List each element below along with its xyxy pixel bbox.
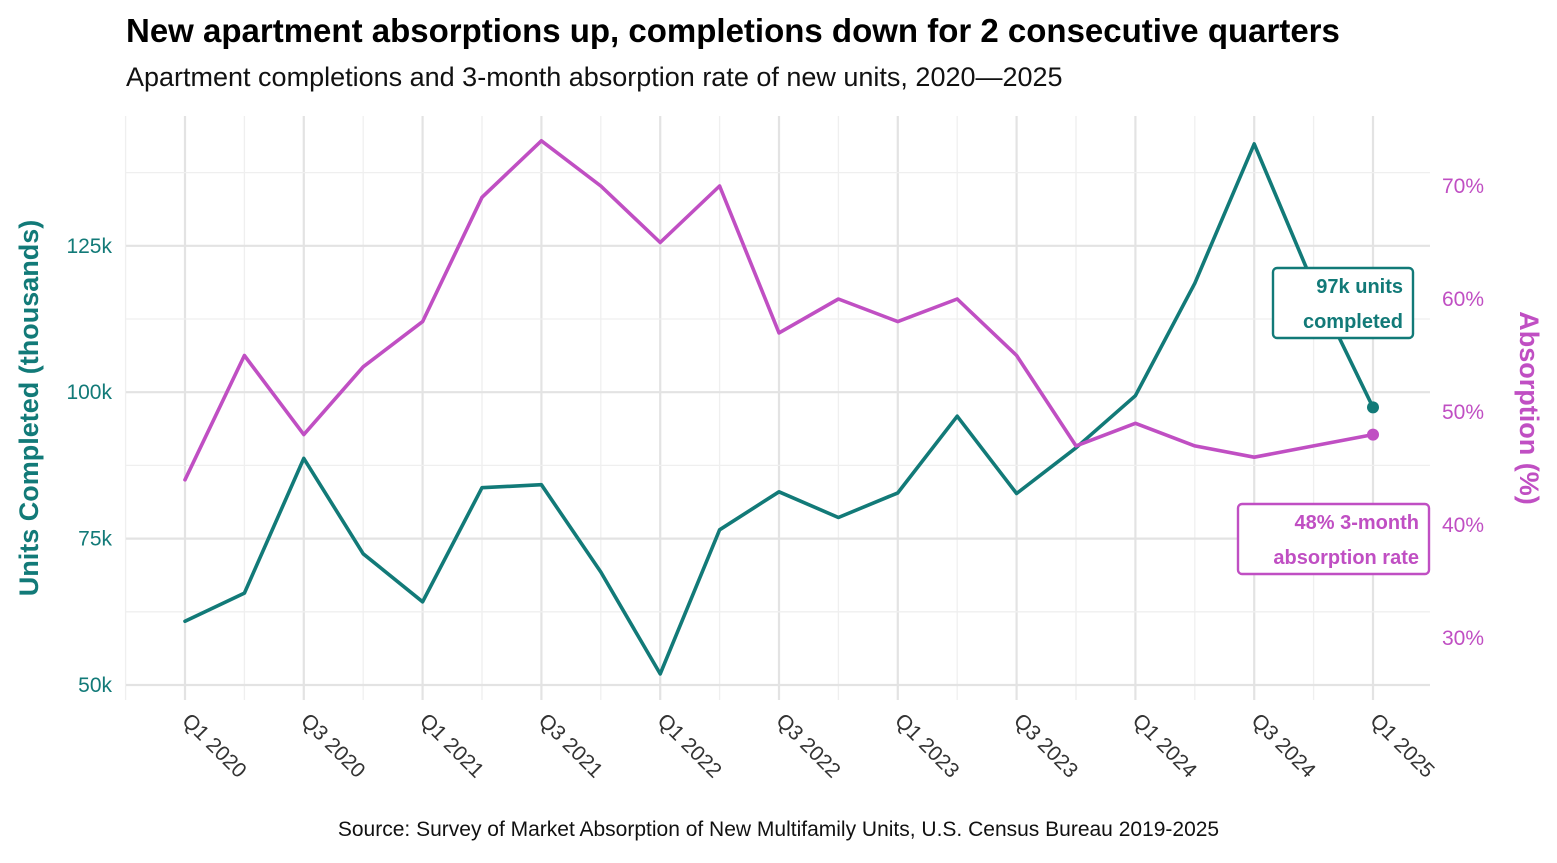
annotation-text-completions: 97k units bbox=[1316, 276, 1403, 298]
x-tick-label: Q1 2023 bbox=[890, 709, 963, 782]
x-tick-label: Q3 2020 bbox=[296, 709, 369, 782]
chart-caption: Source: Survey of Market Absorption of N… bbox=[337, 818, 1220, 841]
left-tick-label: 75k bbox=[78, 528, 112, 551]
right-tick-label: 70% bbox=[1442, 175, 1484, 198]
chart-subtitle: Apartment completions and 3-month absorp… bbox=[126, 62, 1063, 92]
x-tick-label: Q1 2024 bbox=[1128, 709, 1201, 782]
x-tick-label: Q1 2020 bbox=[177, 709, 250, 782]
annotation-box-absorption bbox=[1236, 502, 1431, 576]
right-tick-label: 60% bbox=[1442, 288, 1484, 311]
right-tick-label: 40% bbox=[1442, 514, 1484, 537]
series-line-completions bbox=[183, 142, 1375, 676]
left-tick-label: 50k bbox=[78, 674, 112, 697]
annotation-box-completions bbox=[1271, 266, 1415, 340]
left-axis-title: Units Completed (thousands) bbox=[14, 220, 44, 597]
x-tick-label: Q3 2021 bbox=[534, 709, 607, 782]
right-axis-title: Absorption (%) bbox=[1514, 311, 1544, 504]
x-tick-label: Q3 2022 bbox=[771, 709, 844, 782]
left-tick-label: 125k bbox=[66, 235, 112, 258]
chart-title: New apartment absorptions up, completion… bbox=[126, 12, 1340, 49]
annotation-text-completions: completed bbox=[1303, 311, 1403, 333]
end-point-completions bbox=[1367, 401, 1379, 414]
right-tick-label: 50% bbox=[1442, 401, 1484, 424]
annotation-text-absorption: absorption rate bbox=[1273, 547, 1419, 569]
series-line-absorption bbox=[183, 139, 1375, 482]
x-tick-label: Q3 2023 bbox=[1009, 709, 1082, 782]
right-tick-label: 30% bbox=[1442, 627, 1484, 650]
annotation-text-absorption: 48% 3-month bbox=[1295, 512, 1419, 534]
x-tick-label: Q1 2022 bbox=[653, 709, 726, 782]
x-tick-label: Q1 2025 bbox=[1365, 709, 1438, 782]
x-tick-label: Q3 2024 bbox=[1247, 709, 1320, 782]
x-tick-label: Q1 2021 bbox=[415, 709, 488, 782]
end-point-absorption bbox=[1367, 428, 1379, 441]
left-tick-label: 100k bbox=[66, 381, 112, 404]
